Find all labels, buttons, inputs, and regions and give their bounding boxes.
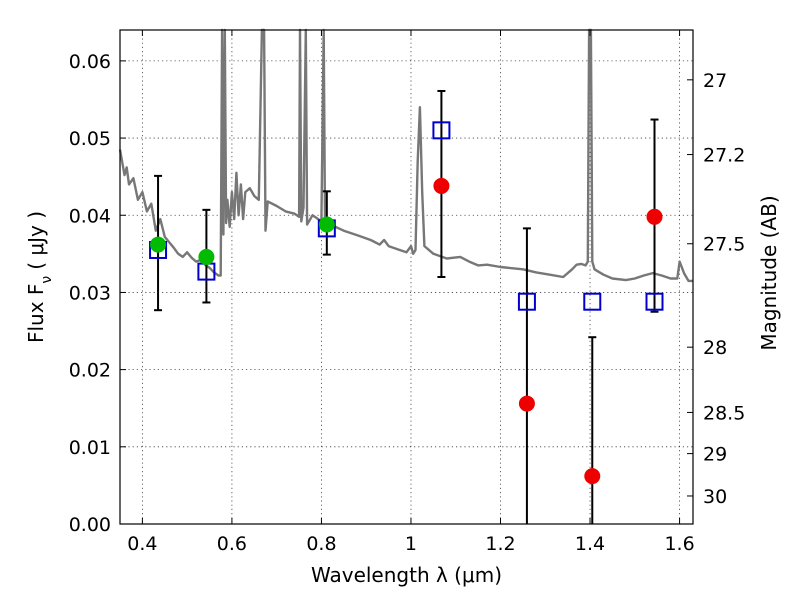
y-axis-label-main: Flux F [24,284,48,343]
flux-circle-marker [150,236,167,253]
x-tick-label: 0.4 [127,533,157,555]
flux-circle-marker [433,177,450,194]
x-tick-label: 1 [405,533,417,555]
error-bars [154,89,659,524]
ticks: 0.4 0.6 0.8 1 1.2 1.4 1.6 0.00 0.01 0.02 0.03 0.04 0… [69,30,745,555]
y2-tick-label: 27.2 [703,145,745,167]
y2-tick-label: 27 [703,70,727,92]
y-tick-label: 0.06 [69,51,111,73]
y-tick-label: 0.05 [69,128,111,150]
y2-axis-label: Magnitude (AB) [757,195,781,350]
y-tick-label: 0.03 [69,282,111,304]
y-axis-label-sub: ν [39,276,55,284]
y2-tick-label: 29 [703,444,727,466]
y2-tick-label: 28 [703,337,727,359]
plot-frame [119,29,694,525]
flux-circle-marker [646,208,663,225]
flux-circle-marker [518,395,535,412]
flux-circle-marker [198,248,215,265]
model-square-marker [645,292,664,311]
y2-tick-label: 28.5 [703,402,745,424]
y-tick-label: 0.01 [69,437,111,459]
model-square-marker [432,121,451,140]
model-square-marker [517,292,536,311]
x-tick-label: 1.6 [664,533,694,555]
y-tick-label: 0.04 [69,205,111,227]
x-tick-label: 1.2 [485,533,515,555]
flux-circle-marker [318,216,335,233]
x-tick-label: 0.6 [217,533,247,555]
y2-tick-label: 27.5 [703,234,745,256]
y-axis-label-unit: ( μJy ) [24,211,48,270]
x-axis-label: Wavelength λ (μm) [311,563,502,587]
x-tick-label: 0.8 [306,533,336,555]
y-axis-label: Flux Fν ( μJy ) [24,211,55,343]
model-square-marker [583,292,602,311]
y-tick-label: 0.02 [69,360,111,382]
x-tick-label: 1.4 [575,533,605,555]
data-markers [149,121,664,485]
y2-tick-label: 30 [703,486,727,508]
y-tick-label: 0.00 [69,514,111,536]
flux-circle-marker [584,468,601,485]
model-spectrum [118,28,693,283]
svg-text:Flux Fν( μJy ): Flux Fν ( μJy ) [24,211,55,343]
spectrum-line [118,28,693,283]
